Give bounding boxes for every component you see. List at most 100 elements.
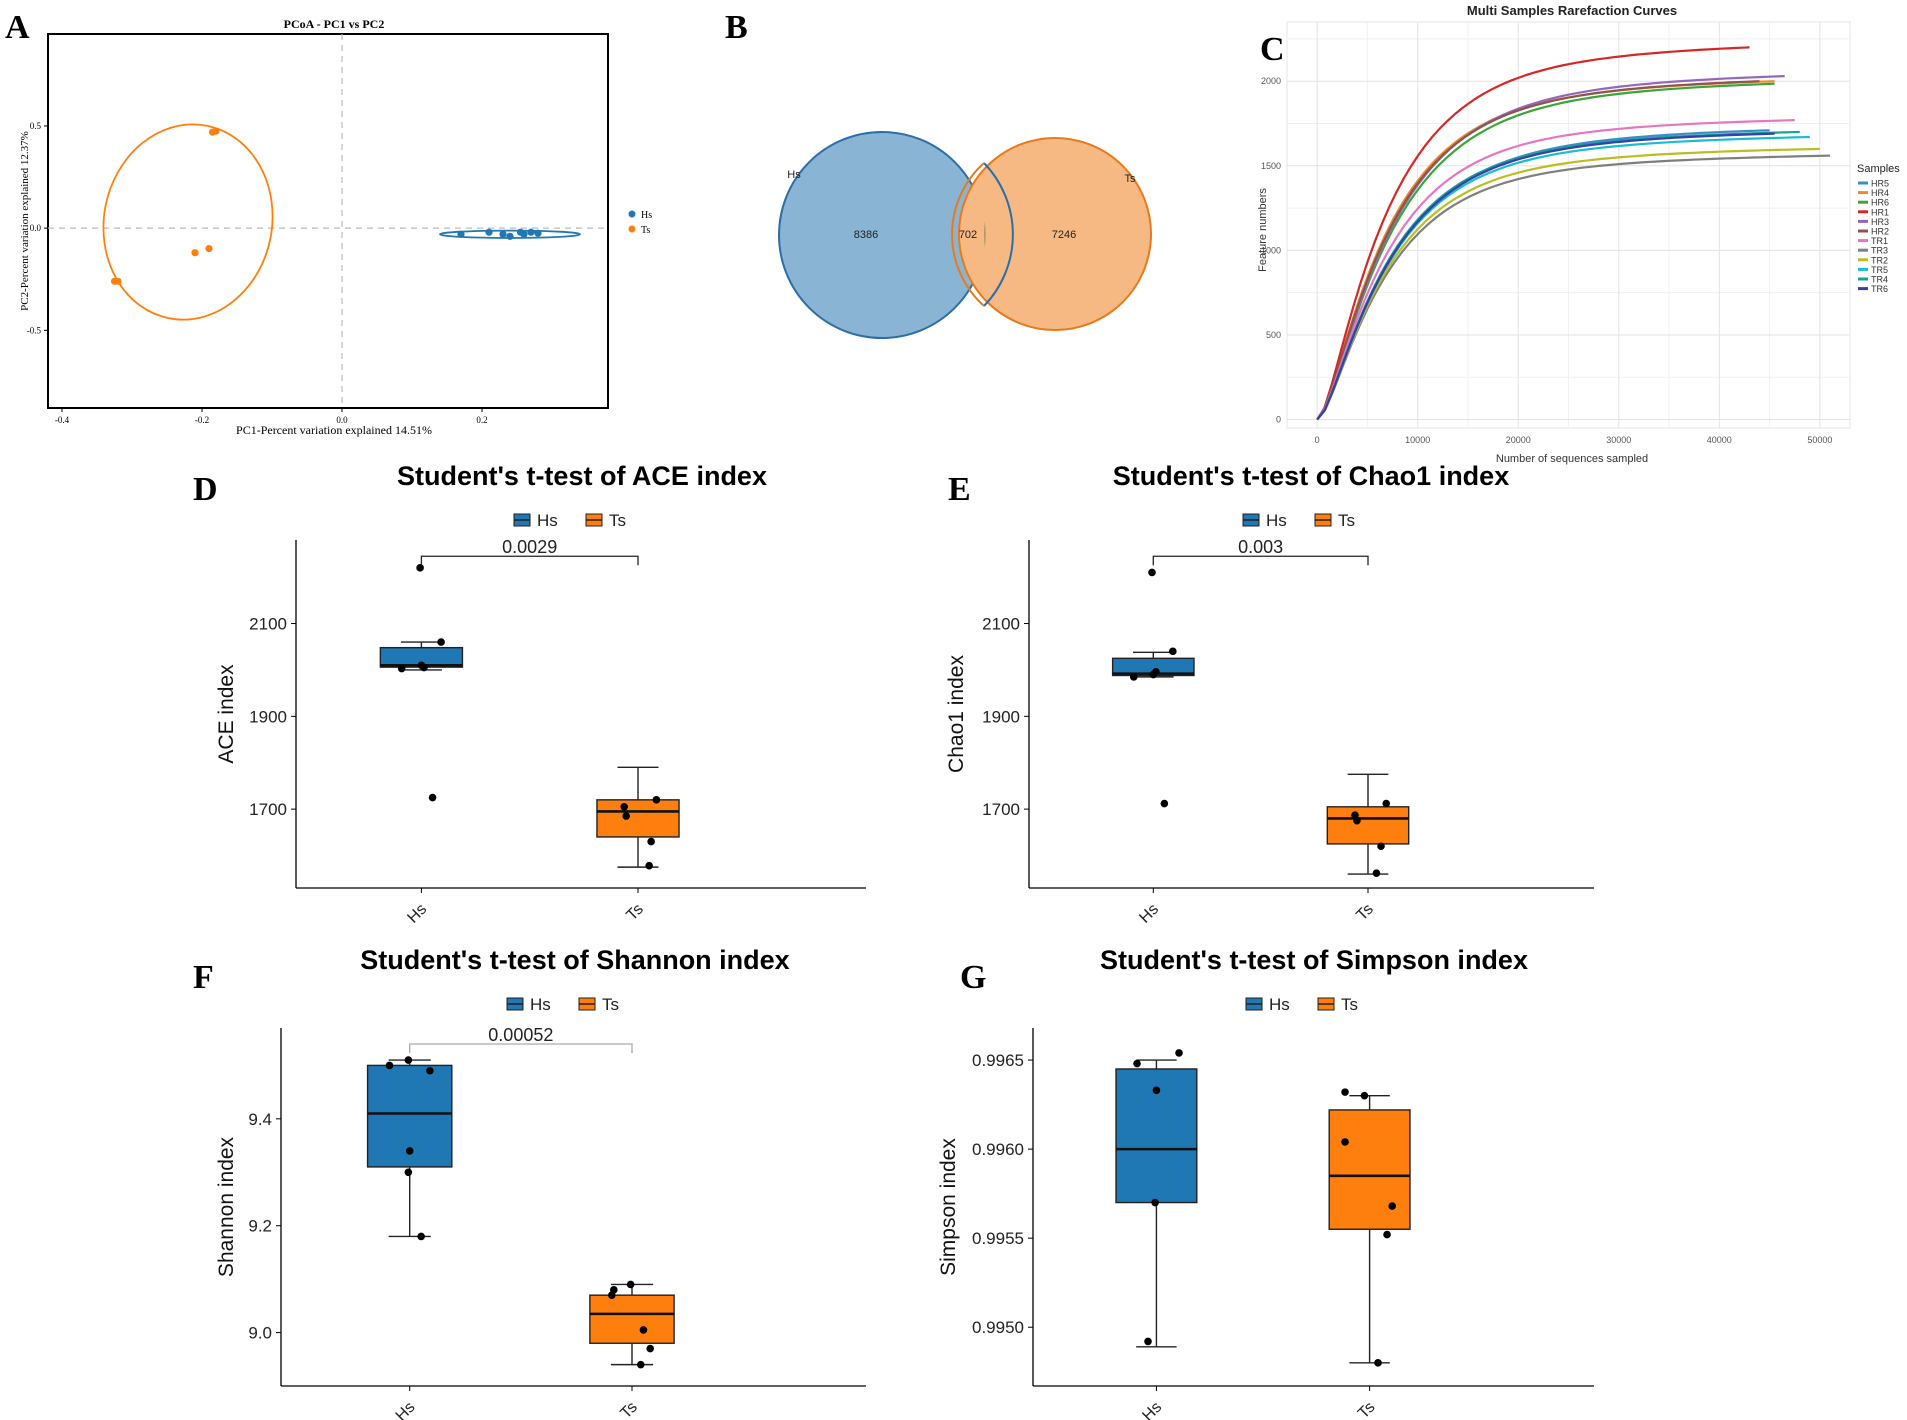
ace-legend-label-ts: Ts [609,511,626,530]
rarefaction-x-tick-label: 40000 [1707,435,1732,445]
pcoa-ellipse-ts [102,123,274,321]
simpson-point-ts [1360,1091,1369,1100]
simpson-x-tick-label-hs: Hs [1139,1399,1165,1420]
pcoa-y-tick-label: -0.5 [27,325,42,335]
ace-point-hs [437,638,445,646]
rarefaction-panel: Multi Samples Rarefaction Curves 0 10000 2… [1257,3,1900,465]
venn-hs-arc [983,162,1014,307]
rarefaction-y-tick-label: 500 [1266,330,1281,340]
rarefaction-title: Multi Samples Rarefaction Curves [1467,3,1677,18]
shannon-point-ts [639,1326,648,1334]
chao1-point-hs [1160,799,1169,808]
chao1-title: Student's t-test of Chao1 index [1113,461,1509,491]
chao1-point-ts [1377,842,1385,851]
shannon-point-hs [405,1147,414,1155]
shannon-title: Student's t-test of Shannon index [360,945,789,975]
pcoa-legend-hs-label: Hs [641,210,652,221]
pcoa-point-ts [205,244,213,253]
venn-ts-label: Ts [1125,173,1137,185]
chao1-panel: Student's t-test of Chao1 index Hs Ts 1700 1… [945,461,1594,927]
ace-point-hs [417,661,426,670]
simpson-point-ts [1341,1138,1349,1146]
rarefaction-y-tick-label: 2000 [1261,76,1281,86]
chao1-p-value: 0.003 [1238,537,1283,557]
pcoa-point-hs [499,230,507,238]
pcoa-x-tick-label: -0.2 [195,415,209,425]
ace-point-ts [652,796,661,804]
venn-overlap-fill [983,221,986,248]
panel-letter-a: A [5,9,30,46]
simpson-point-ts [1383,1230,1391,1239]
pcoa-legend-ts-marker [628,225,636,233]
pcoa-y-label: PC2-Percent variation explained 12.37% [19,131,31,311]
chao1-x-tick-label-hs: Hs [1136,901,1162,927]
shannon-y-tick-label: 9.0 [248,1324,272,1343]
rarefaction-y-tick-label: 1000 [1261,245,1281,255]
chao1-y-tick-label: 2100 [982,615,1020,634]
simpson-point-hs [1133,1059,1141,1068]
chao1-point-ts [1382,799,1391,808]
rarefaction-legend-label-hr5: HR5 [1871,179,1889,189]
shannon-box-ts [589,1294,675,1344]
rarefaction-x-tick-label: 50000 [1807,435,1832,445]
chao1-box-ts [1326,806,1410,845]
ace-point-hs [416,564,424,572]
simpson-legend-label-ts: Ts [1341,995,1358,1014]
shannon-panel: Student's t-test of Shannon index Hs Ts 9.0… [215,945,866,1420]
panel-letter-g: G [960,959,986,996]
pcoa-point-hs [506,232,514,240]
ace-significance-bracket [420,555,639,566]
rarefaction-line-hr6 [1316,82,1775,421]
shannon-point-ts [626,1280,635,1289]
pcoa-y-tick-label: 0.0 [30,223,42,233]
chao1-point-hs [1129,673,1138,681]
chao1-point-hs [1169,647,1177,656]
rarefaction-legend-label-tr1: TR1 [1871,236,1888,246]
simpson-y-tick-label: 0.9965 [972,1051,1024,1070]
ace-p-value: 0.0029 [502,537,557,557]
simpson-y-label: Simpson index [937,1138,960,1276]
shannon-significance-bracket [409,1043,633,1054]
rarefaction-line-hr1 [1316,46,1750,421]
shannon-y-tick-label: 9.4 [248,1110,272,1129]
panel-letter-b: B [725,9,748,46]
venn-panel: Hs Ts 8386 702 7246 [778,131,1152,339]
venn-ts-arc [951,162,985,307]
rarefaction-x-label: Number of sequences sampled [1496,453,1648,465]
shannon-point-hs [417,1232,425,1241]
shannon-y-tick-label: 9.2 [248,1217,272,1236]
simpson-point-hs [1152,1086,1161,1095]
pcoa-plot-frame [47,33,609,409]
simpson-y-tick-label: 0.9955 [972,1229,1024,1248]
ace-point-ts [647,837,655,846]
ace-y-tick-label: 1700 [249,800,287,819]
chao1-point-hs [1149,670,1158,679]
simpson-title: Student's t-test of Simpson index [1100,945,1528,975]
pcoa-legend-hs-marker [628,210,636,218]
ace-point-ts [645,861,653,870]
pcoa-point-hs [527,228,535,236]
rarefaction-legend-label-tr6: TR6 [1871,284,1888,294]
simpson-point-hs [1175,1049,1183,1057]
ace-box-ts [596,799,680,838]
pcoa-point-hs [457,230,465,238]
shannon-point-hs [404,1056,413,1064]
rarefaction-x-tick-label: 0 [1315,435,1320,445]
ace-title: Student's t-test of ACE index [397,461,767,491]
rarefaction-line-tr2 [1316,147,1820,421]
ace-panel: Student's t-test of ACE index Hs Ts 1700 190… [215,461,866,927]
simpson-point-hs [1151,1198,1159,1207]
ace-legend-label-hs: Hs [537,511,558,530]
panel-letter-f: F [193,959,214,996]
shannon-point-ts [610,1286,618,1294]
rarefaction-legend-title: Samples [1857,163,1900,175]
ace-y-label: ACE index [215,664,238,764]
rarefaction-y-tick-label: 1500 [1261,161,1281,171]
venn-overlap-count: 702 [959,229,977,241]
chao1-y-tick-label: 1700 [982,800,1020,819]
shannon-x-tick-label-hs: Hs [393,1399,419,1420]
shannon-point-hs [426,1066,434,1075]
shannon-x-tick-label-ts: Ts [617,1399,640,1420]
pcoa-x-tick-label: -0.4 [55,415,70,425]
